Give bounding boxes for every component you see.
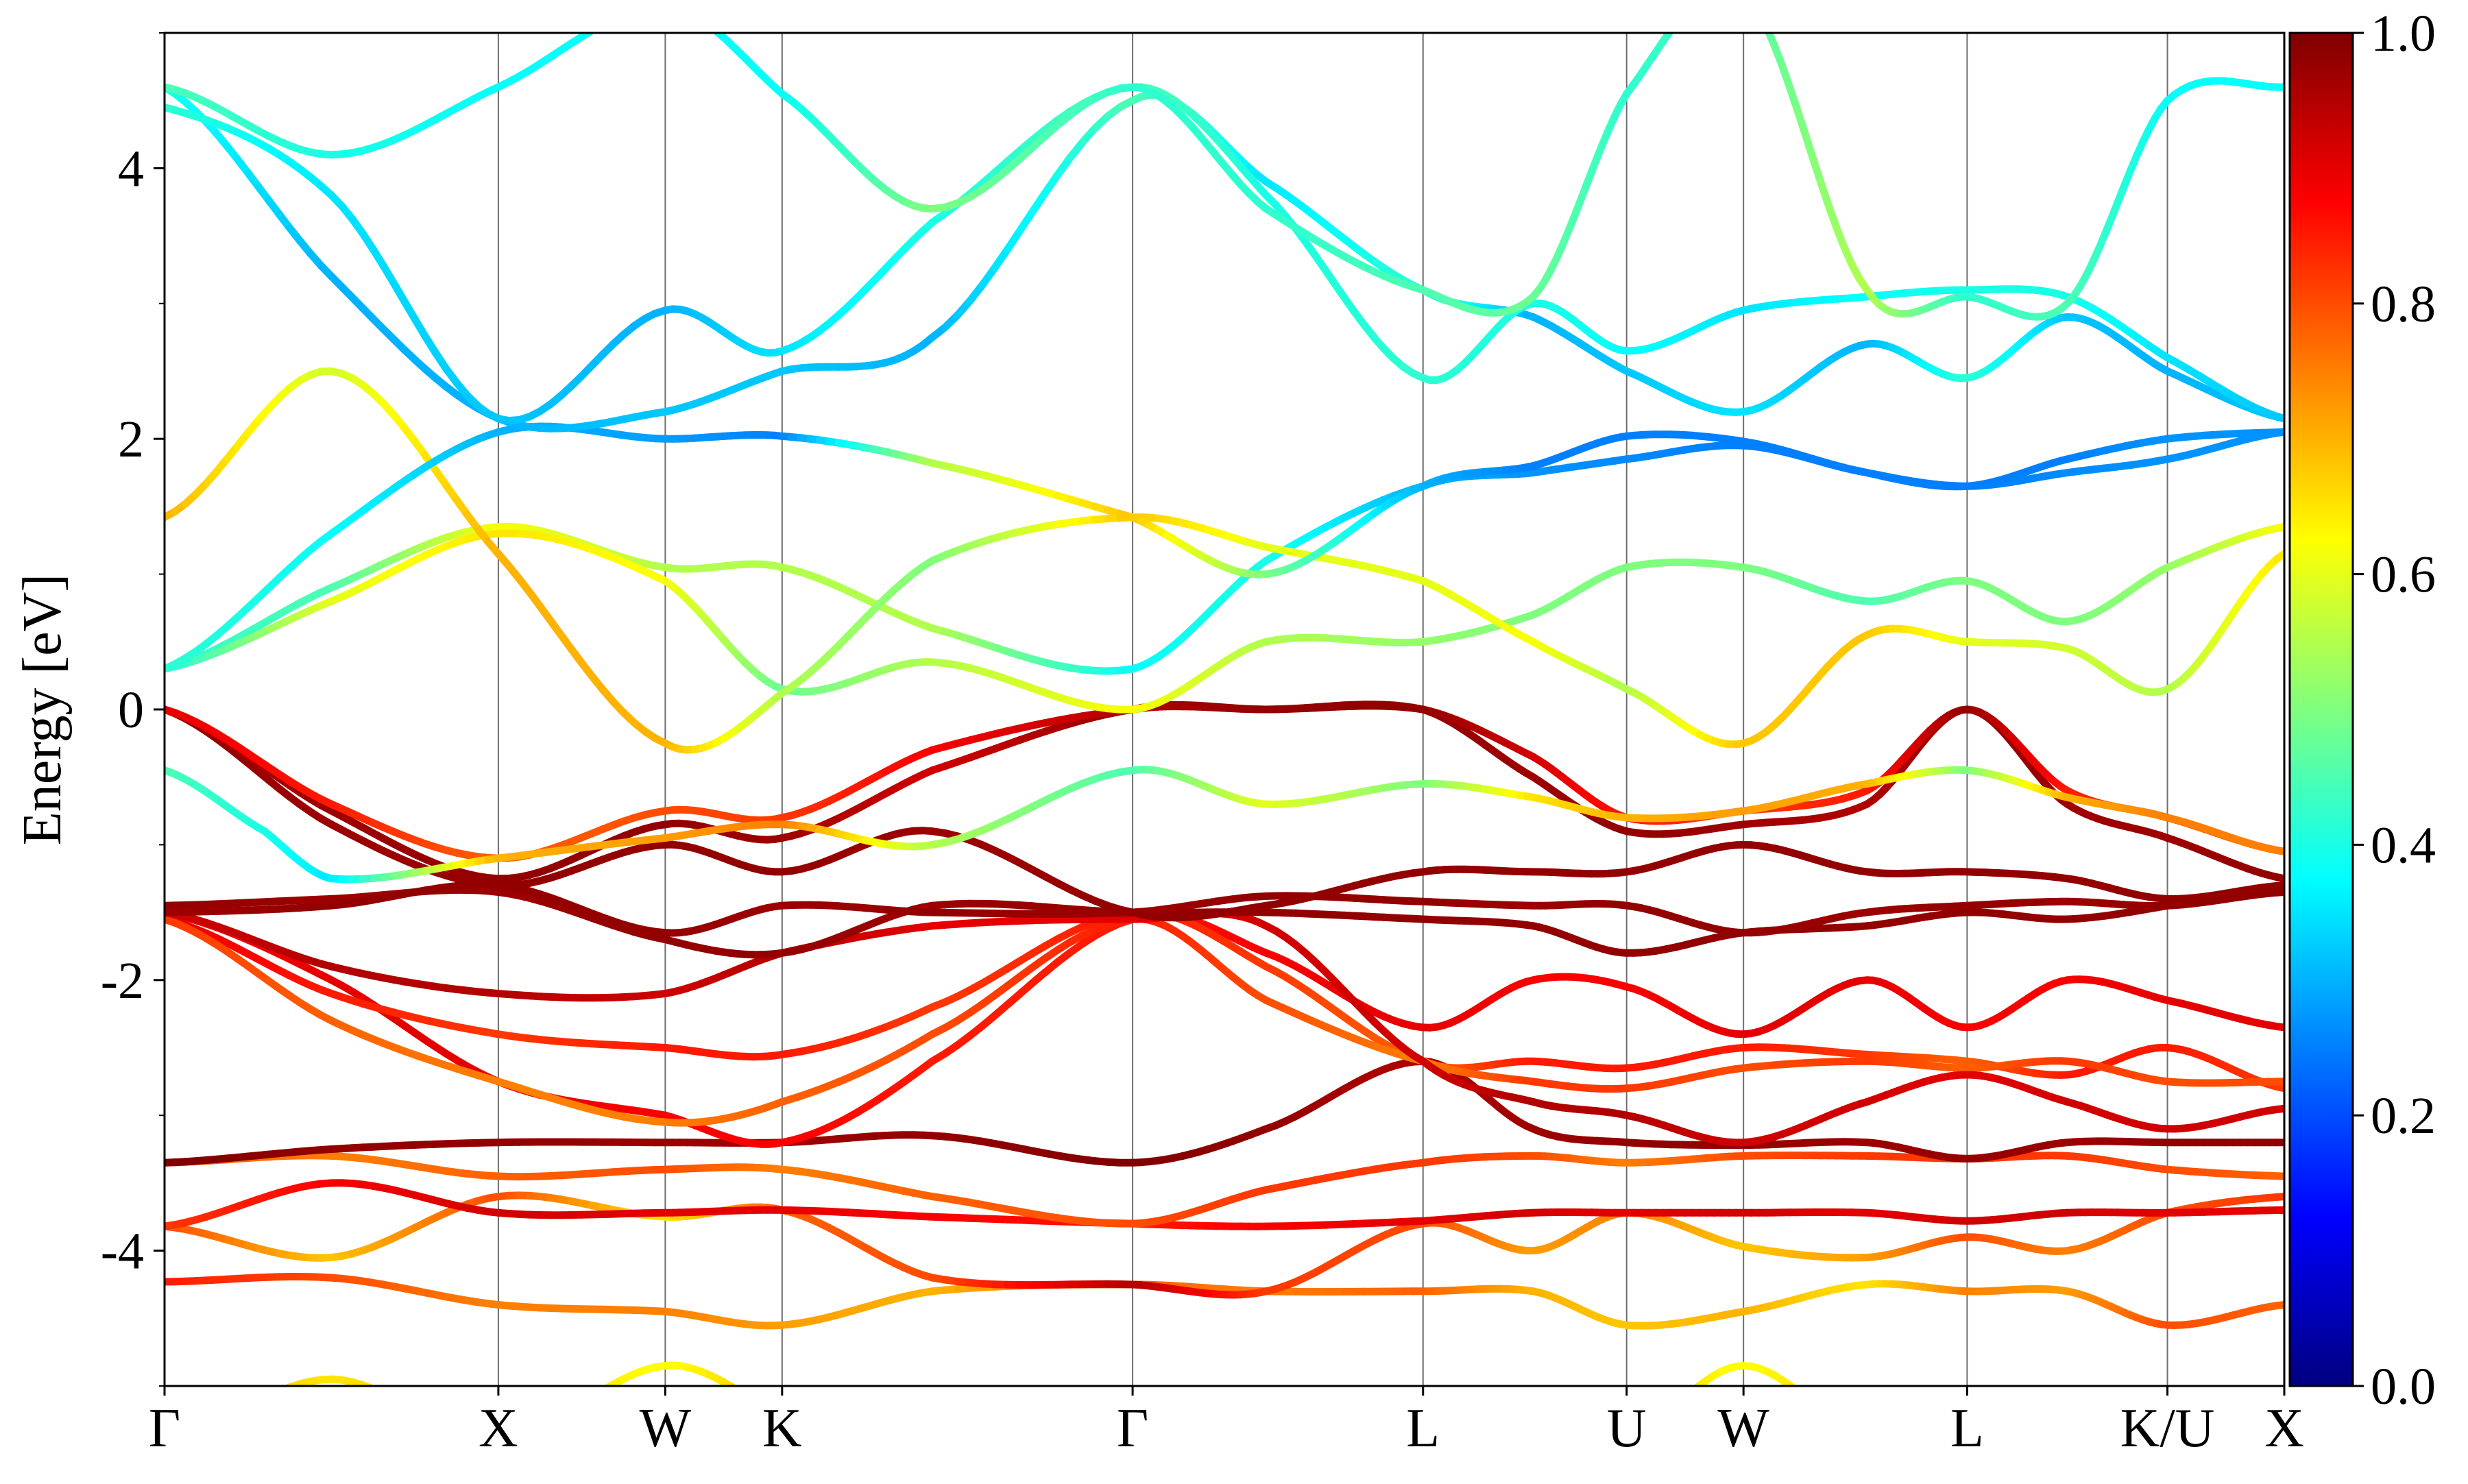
- band-segment: [2277, 1305, 2284, 1306]
- band-segment: [2277, 554, 2284, 559]
- band-segment: [2277, 851, 2284, 852]
- band-segment: [2277, 877, 2284, 879]
- band-segment: [2277, 1108, 2284, 1109]
- band-segment: [2277, 892, 2284, 893]
- band-segment: [2277, 527, 2284, 528]
- band-segment: [2277, 1087, 2284, 1088]
